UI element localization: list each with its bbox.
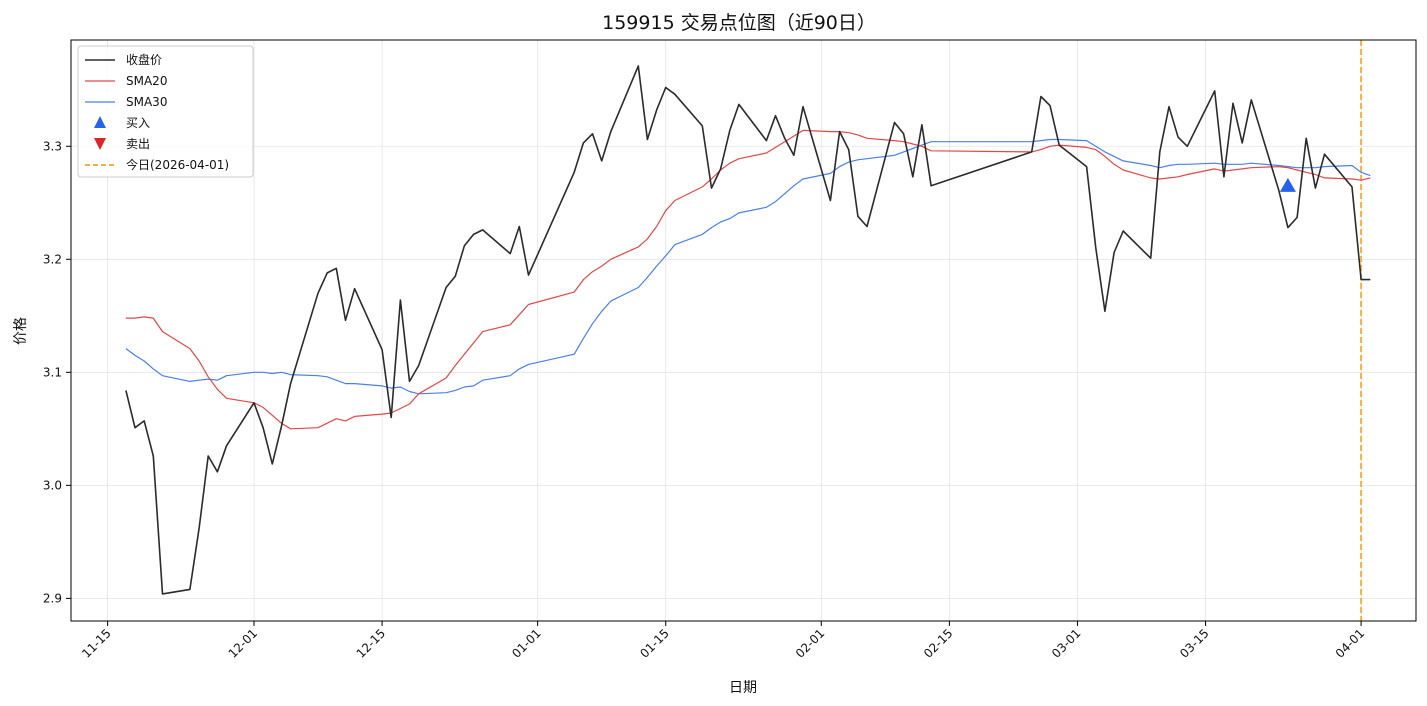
legend-label-sma20: SMA20	[126, 74, 167, 88]
y-tick-label: 3.3	[43, 139, 62, 153]
chart-title: 159915 交易点位图（近90日）	[602, 12, 876, 34]
x-tick-label: 01-15	[637, 626, 672, 661]
x-tick-label: 12-01	[226, 626, 261, 661]
legend-label-buy: 买入	[126, 116, 150, 130]
series-line-sma20	[125, 129, 1371, 430]
grid-lines	[71, 40, 1416, 621]
legend-box	[77, 45, 254, 178]
x-tick-label: 01-01	[509, 626, 544, 661]
y-tick-label: 3.1	[43, 365, 62, 379]
y-tick-label: 3.0	[43, 478, 62, 492]
y-axis-ticks: 2.9 3.0 3.1 3.2 3.3	[43, 139, 71, 605]
legend-label-sell: 卖出	[126, 137, 150, 151]
y-tick-label: 3.2	[43, 252, 62, 266]
series-line-sma30	[125, 138, 1371, 395]
x-tick-label: 11-15	[79, 626, 114, 661]
legend-sell-triangle-icon	[94, 138, 106, 150]
chart-legend: 收盘价 SMA20 SMA30 买入 卖出 今日(2026-04-01)	[77, 45, 254, 178]
y-tick-label: 2.9	[43, 591, 62, 605]
legend-label-close: 收盘价	[126, 52, 162, 67]
x-tick-label: 12-15	[354, 626, 389, 661]
x-axis-ticks: 11-15 12-01 12-15 01-01 01-15 02-01 02-15 03-01…	[79, 621, 1367, 661]
buy-marker	[1279, 177, 1296, 192]
x-tick-label: 02-15	[921, 626, 956, 661]
plot-frame	[70, 39, 1417, 622]
x-tick-label: 03-15	[1177, 626, 1212, 661]
x-tick-label: 02-01	[793, 626, 828, 661]
series-layer	[125, 65, 1371, 595]
legend-label-sma30: SMA30	[126, 95, 167, 109]
legend-buy-triangle-icon	[94, 116, 106, 128]
y-axis-label: 价格	[13, 317, 29, 345]
series-line-close	[125, 65, 1371, 595]
x-axis-label: 日期	[729, 680, 757, 696]
x-tick-label: 03-01	[1049, 626, 1084, 661]
trade-markers	[1279, 177, 1296, 192]
x-tick-label: 04-01	[1333, 626, 1368, 661]
legend-label-today: 今日(2026-04-01)	[126, 157, 229, 172]
